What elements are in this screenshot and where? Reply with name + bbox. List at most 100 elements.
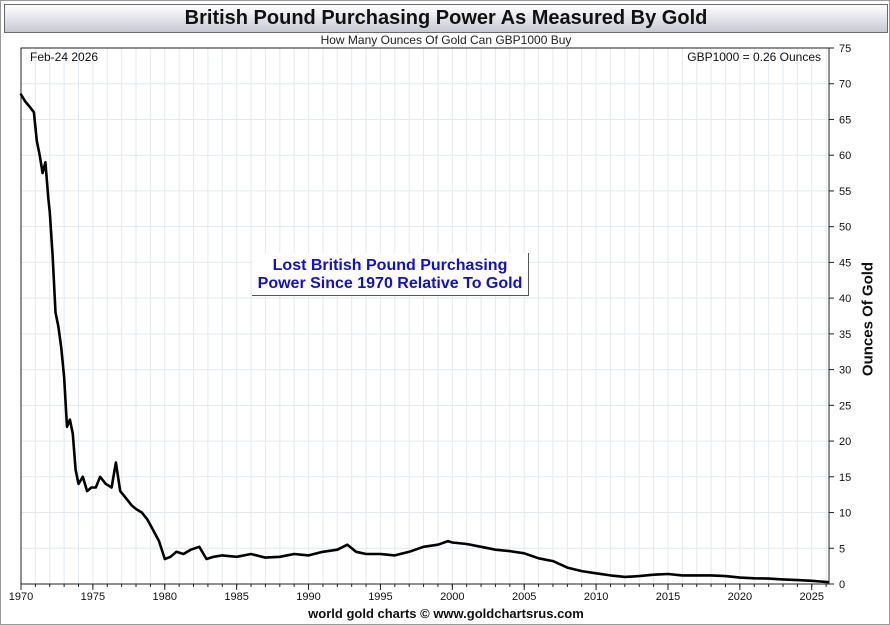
y-tick-label: 60 bbox=[839, 150, 851, 162]
value-label: GBP1000 = 0.26 Ounces bbox=[687, 50, 821, 64]
series-point bbox=[163, 558, 166, 560]
series-point bbox=[54, 311, 57, 314]
series-point bbox=[158, 540, 160, 542]
annotation-box: Lost British Pound Purchasing Power Sinc… bbox=[252, 253, 529, 296]
series-point bbox=[523, 552, 526, 555]
series-point bbox=[826, 581, 829, 583]
series-point bbox=[465, 543, 468, 545]
series-point bbox=[355, 551, 357, 553]
series-point bbox=[221, 554, 224, 557]
series-point bbox=[182, 553, 185, 555]
series-point bbox=[41, 172, 44, 174]
series-point bbox=[110, 486, 113, 489]
series-point bbox=[130, 504, 133, 507]
series-point bbox=[105, 483, 107, 485]
x-tick-label: 2020 bbox=[728, 591, 752, 603]
series-point bbox=[189, 548, 192, 551]
annotation-line-2: Power Since 1970 Relative To Gold bbox=[257, 275, 523, 292]
series-point bbox=[38, 154, 41, 156]
series-point bbox=[125, 497, 127, 500]
series-point bbox=[115, 461, 117, 464]
series-point bbox=[767, 577, 770, 580]
series-point bbox=[51, 254, 54, 257]
y-tick-label: 50 bbox=[839, 222, 851, 234]
series-point bbox=[169, 556, 172, 558]
series-point bbox=[580, 570, 583, 572]
y-tick-label: 15 bbox=[839, 472, 851, 484]
series-point bbox=[28, 105, 31, 108]
series-point bbox=[739, 576, 741, 579]
y-tick-label: 25 bbox=[839, 400, 851, 412]
series-point bbox=[782, 578, 784, 581]
series-point bbox=[71, 433, 74, 435]
y-tick-label: 55 bbox=[839, 186, 851, 198]
series-point bbox=[60, 347, 63, 349]
series-point bbox=[609, 574, 612, 577]
series-point bbox=[638, 575, 641, 577]
x-tick-label: 1985 bbox=[224, 591, 248, 603]
series-point bbox=[667, 573, 669, 575]
series-point bbox=[819, 580, 822, 583]
series-point bbox=[437, 543, 439, 546]
y-axis-label: Ounces Of Gold bbox=[859, 261, 877, 377]
x-tick-label: 2025 bbox=[800, 591, 824, 603]
series-point bbox=[695, 574, 698, 577]
chart-title: British Pound Purchasing Power As Measur… bbox=[184, 7, 708, 29]
y-tick-label: 45 bbox=[839, 257, 851, 269]
series-point bbox=[552, 560, 554, 562]
y-tick-label: 5 bbox=[839, 543, 845, 555]
series-point bbox=[681, 574, 684, 577]
series-point bbox=[724, 575, 727, 577]
x-tick-label: 1980 bbox=[153, 591, 177, 603]
series-point bbox=[63, 375, 65, 378]
x-tick-label: 1990 bbox=[296, 591, 320, 603]
series-point bbox=[198, 546, 201, 548]
series-point bbox=[135, 508, 137, 510]
series-point bbox=[264, 556, 267, 559]
series-point bbox=[36, 140, 38, 142]
series-point bbox=[566, 566, 569, 569]
series-point bbox=[57, 325, 60, 328]
y-tick-label: 30 bbox=[839, 365, 851, 377]
series-point bbox=[509, 550, 511, 552]
series-point bbox=[99, 476, 101, 478]
y-tick-label: 0 bbox=[839, 579, 845, 591]
series-point bbox=[66, 425, 68, 428]
x-tick-label: 2000 bbox=[440, 591, 464, 603]
y-tick-label: 75 bbox=[839, 43, 851, 55]
series-point bbox=[205, 558, 208, 560]
series-point bbox=[74, 468, 77, 471]
series-point bbox=[48, 211, 51, 214]
series-point bbox=[307, 554, 310, 557]
series-point bbox=[86, 490, 88, 492]
series-point bbox=[595, 572, 597, 575]
series-point bbox=[20, 93, 22, 96]
annotation-line-1: Lost British Pound Purchasing bbox=[272, 257, 508, 274]
chart-subtitle: How Many Ounces Of Gold Can GBP1000 Buy bbox=[320, 33, 572, 47]
series-point bbox=[336, 548, 339, 551]
series-point bbox=[365, 553, 367, 555]
series-point bbox=[394, 554, 396, 557]
series-point bbox=[322, 551, 324, 553]
series-point bbox=[652, 573, 655, 576]
y-tick-label: 10 bbox=[839, 508, 851, 520]
series-point bbox=[235, 556, 238, 558]
date-label: Feb-24 2026 bbox=[30, 50, 99, 64]
series-point bbox=[77, 483, 80, 485]
series-point bbox=[624, 576, 626, 578]
series-point bbox=[44, 161, 47, 164]
series-line bbox=[19, 93, 829, 584]
y-tick-label: 20 bbox=[839, 436, 851, 448]
series-point bbox=[212, 556, 215, 558]
series-point bbox=[537, 557, 540, 560]
series-point bbox=[24, 100, 27, 103]
series-point bbox=[293, 553, 295, 555]
series-point bbox=[494, 548, 497, 551]
series-point bbox=[480, 546, 482, 548]
plot-background bbox=[21, 48, 829, 584]
series-point bbox=[753, 577, 756, 580]
series-point bbox=[379, 553, 382, 555]
footer-credit: world gold charts © www.goldchartsrus.co… bbox=[308, 606, 584, 621]
series-point bbox=[250, 553, 252, 555]
